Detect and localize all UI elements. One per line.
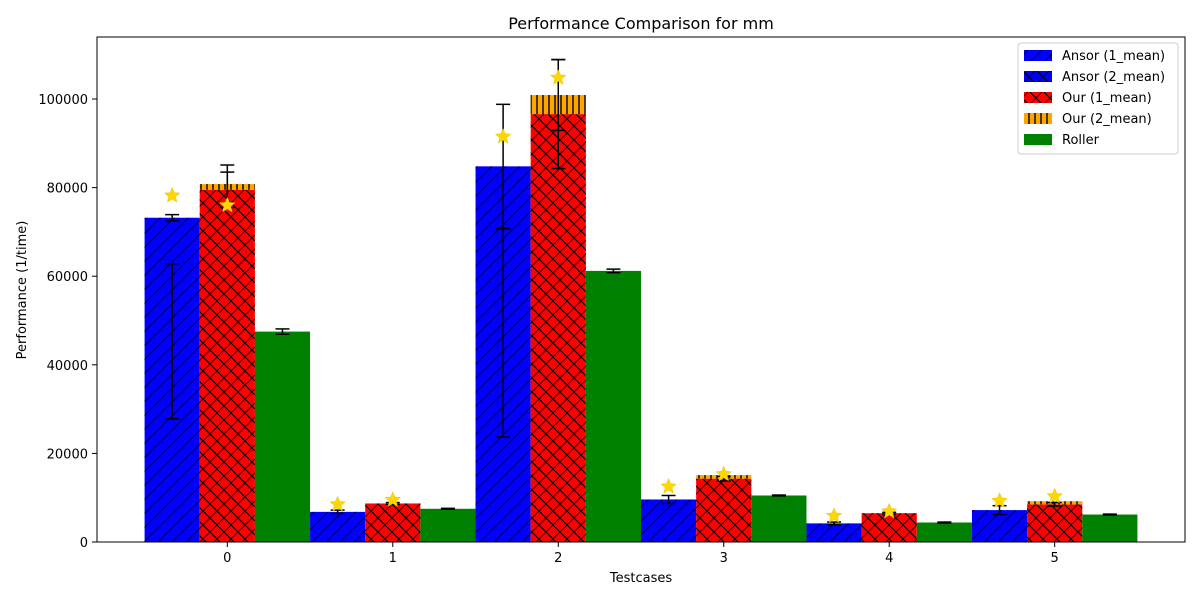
bar-hatch-2 [530,114,586,542]
y-tick-label: 40000 [47,359,88,374]
error-bar [496,228,511,438]
x-tick-label: 1 [389,551,397,566]
x-tick-label: 2 [554,551,562,566]
y-tick-label: 100000 [38,93,88,108]
best-star-marker [219,196,236,213]
best-star-marker [825,507,843,523]
bar-hatch-1 [310,511,366,542]
x-axis-ticks: 0 1 2 3 4 5 [223,542,1059,566]
best-star-marker [163,186,181,203]
legend-entry: Our (1_mean) [1024,91,1152,106]
legend: Ansor (1_mean) Ansor (2_mean) Our (1_mean)… [1017,42,1179,155]
bar-roller-2 [585,270,641,542]
y-tick-label: 60000 [47,270,88,285]
bars-layer [144,95,1138,542]
legend-swatch-hatch [1024,92,1052,103]
bar-hatch-5 [1027,504,1083,542]
legend-label: Our (1_mean) [1062,91,1152,106]
y-axis-ticks: 0 20000 40000 60000 80000 100000 [38,93,97,551]
legend-label: Ansor (1_mean) [1062,49,1165,64]
best-star-marker [1046,487,1063,504]
x-axis-label: Testcases [609,571,672,586]
bar-hatch-5 [971,510,1028,542]
x-tick-label: 4 [885,551,893,566]
error-bar [992,504,1007,516]
legend-label: Ansor (2_mean) [1062,70,1165,85]
x-tick-label: 0 [223,551,231,566]
best-star-marker [494,128,512,144]
best-star-marker [880,502,898,519]
y-tick-label: 0 [80,536,88,551]
error-bar [606,268,621,274]
bar-hatch-0 [199,189,255,542]
y-tick-label: 20000 [47,447,88,462]
bar-hatch-4 [806,523,862,542]
x-tick-label: 5 [1051,551,1059,566]
plot-frame [96,36,1186,543]
bar-hatch-1 [365,503,421,542]
legend-frame [1017,42,1179,155]
legend-entry: Our (2_mean) [1024,112,1152,127]
error-bar [165,263,180,420]
error-bar [165,213,180,222]
best-star-marker [715,465,732,482]
best-star-marker [329,495,346,512]
error-bar [937,521,952,524]
legend-swatch-hatch [1024,50,1052,61]
legend-entry: Roller [1024,133,1100,148]
best-star-marker [384,491,402,507]
error-bar [440,507,455,510]
y-tick-label: 80000 [47,182,88,197]
bar-roller-5 [1082,514,1138,542]
bar-hatch-3 [641,499,697,542]
bar-roller-1 [420,508,476,542]
best-markers-layer [163,69,1063,523]
legend-swatch [1024,134,1052,145]
bar-roller-0 [254,331,311,542]
legend-label: Roller [1062,133,1100,148]
bar-roller-4 [916,522,972,542]
best-star-marker [550,69,567,85]
best-star-marker [660,477,677,494]
y-axis-label: Performance (1/time) [15,221,30,360]
legend-swatch-hatch [1024,71,1052,82]
legend-entry: Ansor (1_mean) [1024,49,1165,64]
chart-title: Performance Comparison for mm [508,14,774,33]
bar-hatch-4 [861,513,917,542]
legend-label: Our (2_mean) [1062,112,1152,127]
error-bar [771,494,786,497]
error-bar [661,494,676,505]
legend-entry: Ansor (2_mean) [1024,70,1165,85]
best-star-marker [991,492,1008,508]
x-tick-label: 3 [720,551,728,566]
bar-roller-3 [751,495,807,542]
error-bar [275,328,290,335]
legend-swatch-hatch [1024,113,1052,124]
bar-hatch-3 [696,478,752,542]
error-bar [1102,513,1117,516]
